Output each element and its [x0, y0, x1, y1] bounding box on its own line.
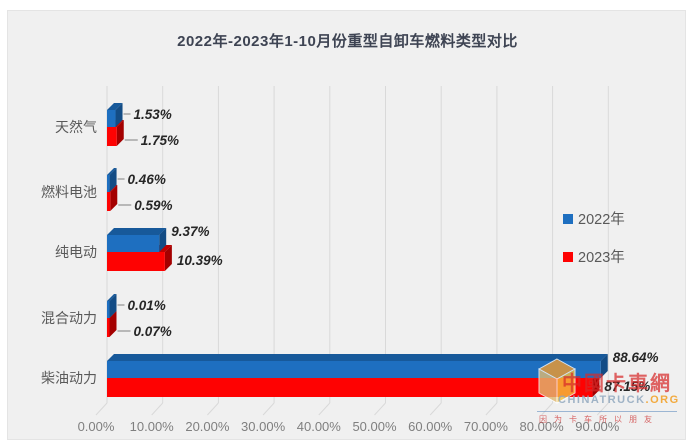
x-tick-label: 50.00%: [352, 419, 397, 434]
bar-2023年-0: [107, 127, 117, 146]
legend-swatch-2022: [563, 213, 573, 224]
x-tick-label: 20.00%: [185, 419, 230, 434]
bar-2022年-0: [107, 110, 116, 127]
bar-side-2023年-2: [164, 245, 172, 271]
bar-top-2022年-2: [107, 228, 167, 235]
bar-side-2022年-4: [600, 354, 608, 378]
legend-swatch-2023: [563, 251, 573, 262]
bar-side-2023年-3: [109, 311, 117, 337]
bar-top-2022年-3: [107, 294, 117, 301]
bar-2023年-1: [107, 192, 111, 211]
legend: 2022年 2023年: [563, 208, 625, 284]
x-tick-label: 10.00%: [130, 419, 175, 434]
gridline-foot: [596, 402, 609, 416]
bar-top-2022年-4: [107, 354, 608, 361]
bar-2022年-2: [107, 235, 160, 252]
bar-top-2022年-1: [107, 168, 117, 175]
category-label: 燃料电池: [41, 184, 97, 200]
bar-side-2022年-2: [159, 228, 167, 252]
x-tick-label: 30.00%: [241, 419, 286, 434]
legend-label-2023: 2023年: [578, 250, 625, 266]
value-label-2022年-3: 0.01%: [128, 298, 166, 313]
x-tick-label: 0.00%: [78, 419, 115, 434]
gridline-foot: [262, 402, 275, 416]
x-tick-label: 60.00%: [408, 419, 453, 434]
category-label: 柴油动力: [41, 370, 97, 386]
value-label-2022年-4: 88.64%: [613, 350, 659, 365]
x-tick-label: 40.00%: [297, 419, 342, 434]
gridline-foot: [95, 402, 108, 416]
value-label-2023年-1: 0.59%: [134, 198, 172, 213]
bar-2023年-3: [107, 318, 110, 337]
bar-2022年-4: [107, 361, 601, 378]
x-tick-label: 80.00%: [520, 419, 565, 434]
bar-2023年-2: [107, 252, 165, 271]
value-label-2022年-0: 1.53%: [134, 107, 172, 122]
legend-label-2022: 2022年: [578, 212, 625, 228]
bar-side-2023年-0: [116, 120, 124, 146]
value-label-2022年-2: 9.37%: [171, 224, 209, 239]
gridline-foot: [485, 402, 498, 416]
bar-2022年-3: [107, 301, 110, 318]
category-label: 天然气: [55, 119, 97, 135]
gridline-foot: [207, 402, 219, 416]
chart-title: 2022年-2023年1-10月份重型自卸车燃料类型对比: [177, 33, 518, 50]
bar-side-2022年-1: [109, 168, 117, 192]
gridline-foot: [541, 402, 553, 416]
legend-item-2022: 2022年: [563, 208, 625, 229]
value-label-2023年-2: 10.39%: [177, 253, 223, 268]
bar-2022年-1: [107, 175, 110, 192]
gridline-foot: [151, 402, 164, 416]
bar-2023年-4: [107, 378, 593, 397]
category-label: 纯电动: [55, 244, 97, 260]
gridline-foot: [374, 402, 386, 416]
gridline-foot: [429, 402, 442, 416]
value-label-2023年-3: 0.07%: [134, 324, 172, 339]
category-label: 混合动力: [41, 310, 97, 326]
bar-side-2022年-3: [109, 294, 117, 318]
bar-side-2022年-0: [115, 103, 123, 127]
value-label-2022年-1: 0.46%: [128, 172, 166, 187]
bar-side-2023年-1: [110, 185, 118, 211]
x-tick-label: 90.00%: [575, 419, 620, 434]
value-label-2023年-0: 1.75%: [141, 133, 179, 148]
value-label-2023年-4: 87.15%: [604, 379, 650, 394]
legend-item-2023: 2023年: [563, 246, 625, 267]
bar-top-2022年-0: [107, 103, 123, 110]
x-tick-label: 70.00%: [464, 419, 509, 434]
gridline-foot: [318, 402, 331, 416]
